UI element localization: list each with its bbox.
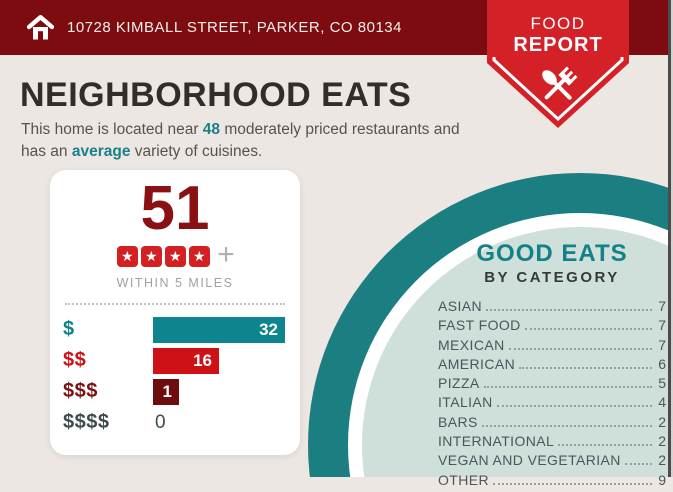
star-group: ★ ★ ★ ★ <box>115 246 211 268</box>
category-count: 2 <box>658 452 666 469</box>
price-bar-value: 1 <box>162 381 172 401</box>
category-count: 9 <box>658 471 666 488</box>
category-count: 6 <box>658 355 666 372</box>
dotted-leader <box>524 328 652 331</box>
plus-icon: + <box>217 237 235 271</box>
category-row: FAST FOOD 7 <box>438 318 666 332</box>
price-bar-row: $$ 16 <box>63 347 300 374</box>
price-bar-value: 0 <box>155 411 166 433</box>
badge-ribbon-shape <box>487 0 629 128</box>
category-list: ASIAN 7 FAST FOOD 7 MEXICAN 7 AMERICAN 6 PIZZA 5 I… <box>438 299 666 487</box>
category-row: VEGAN AND VEGETARIAN 2 <box>438 453 666 467</box>
total-restaurants: 51 <box>140 174 210 243</box>
category-row: ITALIAN 4 <box>438 395 666 409</box>
dotted-leader <box>486 309 652 311</box>
badge-line2: REPORT <box>513 33 603 56</box>
good-eats-panel: GOOD EATS BY CATEGORY ASIAN 7 FAST FOOD 7 ME… <box>438 240 666 492</box>
category-label: MEXICAN <box>438 336 505 353</box>
dotted-leader <box>508 347 652 350</box>
food-report-badge: FOOD REPORT <box>487 0 629 132</box>
dotted-leader <box>558 444 652 447</box>
dotted-leader <box>493 482 652 485</box>
category-count: 2 <box>658 413 666 430</box>
home-icon <box>27 15 54 40</box>
category-label: VEGAN AND VEGETARIAN <box>438 452 621 469</box>
restaurant-count: 48 <box>202 121 221 138</box>
category-label: FAST FOOD <box>438 317 521 334</box>
price-bar-row: $$$ 1 <box>63 378 300 405</box>
price-bar-value: 16 <box>193 350 212 370</box>
radius-label: WITHIN 5 MILES <box>116 275 234 290</box>
category-count: 4 <box>658 394 666 411</box>
category-row: OTHER 9 <box>438 473 666 487</box>
price-bar-chart: $32 $$ 16 $$$ 1 $$$$ 0 <box>50 316 300 436</box>
rating-star-icon: ★ <box>116 246 138 268</box>
dotted-leader <box>519 366 652 369</box>
category-count: 7 <box>658 298 666 314</box>
dotted-leader <box>481 424 652 427</box>
category-count: 7 <box>658 336 666 353</box>
dotted-leader <box>496 405 652 408</box>
category-label: ITALIAN <box>438 394 493 411</box>
restaurant-summary-card: 51 ★ ★ ★ ★ + WITHIN 5 MILES $32 $$ 16 $$$ 1 $$$$… <box>50 170 300 455</box>
rating-star-icon: ★ <box>164 246 186 268</box>
category-label: BARS <box>438 413 478 430</box>
window-edge-dark <box>668 0 671 477</box>
category-row: MEXICAN 7 <box>438 338 666 352</box>
price-tier-label: $$$ <box>63 380 98 403</box>
category-label: AMERICAN <box>438 355 516 372</box>
good-eats-subtitle: BY CATEGORY <box>484 269 620 286</box>
category-count: 7 <box>658 317 666 334</box>
property-address: 10728 KIMBALL STREET, PARKER, CO 80134 <box>67 19 402 36</box>
price-tier-label: $$ <box>63 349 87 372</box>
intro-line2-pre: has an <box>21 143 72 160</box>
price-bar: 16 <box>153 347 219 374</box>
category-row: BARS 2 <box>438 415 666 429</box>
category-count: 2 <box>658 433 666 450</box>
rating-star-icon: ★ <box>188 246 210 268</box>
category-label: PIZZA <box>438 375 480 392</box>
category-row: AMERICAN 6 <box>438 357 666 371</box>
category-label: OTHER <box>438 471 489 488</box>
dotted-leader <box>624 463 652 466</box>
dotted-leader <box>483 386 652 389</box>
rating-star-icon: ★ <box>140 246 162 268</box>
price-bar: 32 <box>153 316 285 343</box>
rating-stars: ★ ★ ★ ★ + <box>50 237 300 271</box>
variety-highlight: average <box>71 143 131 160</box>
category-row: PIZZA 5 <box>438 376 666 390</box>
price-bar: 1 <box>153 378 179 405</box>
category-label: ASIAN <box>438 298 483 314</box>
intro-line1-pre: This home is located near <box>21 121 203 138</box>
badge-text: FOOD REPORT <box>487 14 629 57</box>
intro-line2-post: variety of cuisines. <box>130 143 263 160</box>
category-row: ASIAN 7 <box>438 299 666 313</box>
category-row: INTERNATIONAL 2 <box>438 434 666 448</box>
page-title: NEIGHBORHOOD EATS <box>20 76 412 114</box>
price-tier-label: $ <box>63 318 75 341</box>
category-count: 5 <box>658 375 666 392</box>
intro-line1-post: moderately priced restaurants and <box>220 121 460 138</box>
window-edge-light <box>671 0 673 477</box>
price-bar-value: 32 <box>259 319 278 339</box>
category-label: INTERNATIONAL <box>438 433 555 450</box>
category-circle-decoration <box>308 173 673 477</box>
intro-text: This home is located near 48 moderately … <box>21 119 491 163</box>
price-bar-row: $$$$ 0 <box>63 410 300 436</box>
good-eats-title: GOOD EATS <box>476 240 628 267</box>
badge-line1: FOOD <box>530 14 586 33</box>
utensils-icon <box>542 66 578 100</box>
price-bar-row: $32 <box>63 316 300 343</box>
price-tier-label: $$$$ <box>63 411 110 434</box>
dashed-divider <box>65 302 285 305</box>
